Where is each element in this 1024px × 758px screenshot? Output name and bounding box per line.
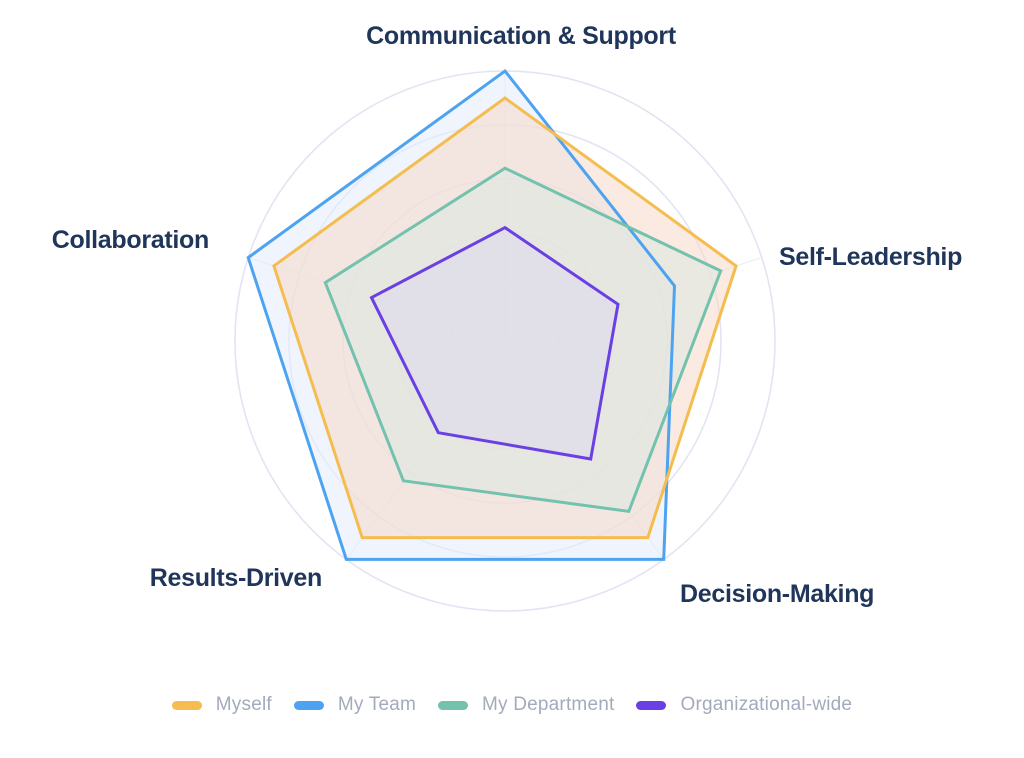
legend-swatch-my-team (293, 700, 324, 710)
axis-label-results-driven: Results-Driven (150, 564, 322, 592)
series-lines (246, 68, 738, 561)
series-area-organizational-wide (371, 227, 618, 459)
series-line-my-team[interactable] (246, 68, 677, 561)
axis-label-self-leadership: Self-Leadership (779, 243, 962, 271)
legend-swatch-myself (171, 700, 202, 710)
axis-label-decision-making: Decision-Making (680, 580, 874, 608)
legend-item-my-department[interactable]: My Department (438, 694, 614, 716)
legend-label-organizational-wide: Organizational-wide (680, 694, 853, 715)
legend-label-my-team: My Team (337, 694, 416, 715)
series-line-myself[interactable] (272, 96, 738, 540)
legend-swatch-organizational-wide (636, 700, 667, 710)
legend-swatch-my-department (438, 700, 468, 710)
axis-labels: Communication & Support Self-Leadership … (52, 22, 963, 608)
legend-item-organizational-wide[interactable]: Organizational-wide (636, 694, 852, 716)
legend-item-myself[interactable]: Myself (171, 694, 272, 716)
legend-label-my-department: My Department (482, 694, 615, 715)
legend-label-myself: Myself (215, 694, 272, 715)
series-fills (248, 71, 737, 560)
axis-label-collaboration: Collaboration (52, 226, 209, 254)
series-line-organizational-wide[interactable] (369, 225, 620, 461)
axis-label-communication-support: Communication & Support (366, 22, 677, 50)
chart-legend: Myself My Team My Department Organizatio… (0, 690, 1024, 720)
legend-item-my-team[interactable]: My Team (293, 694, 416, 716)
series-line-my-department[interactable] (323, 166, 723, 514)
